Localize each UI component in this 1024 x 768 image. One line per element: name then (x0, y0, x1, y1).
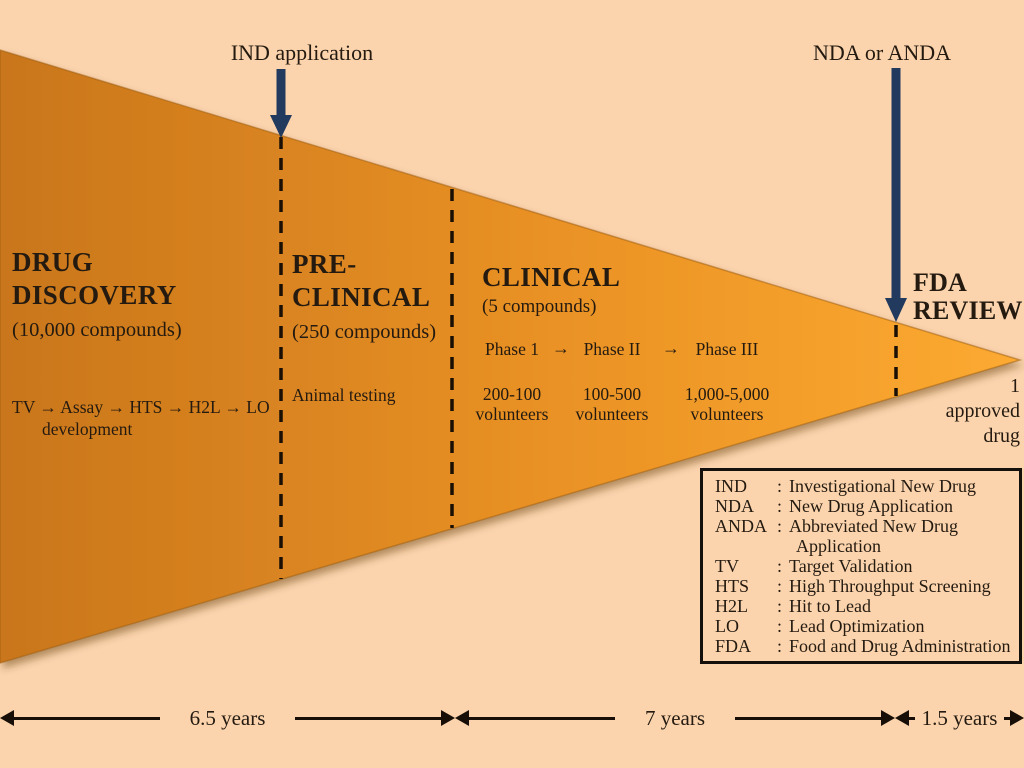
arrowhead-right-icon (881, 710, 895, 726)
arrowhead-right-icon (1010, 710, 1024, 726)
timeline-line (735, 716, 881, 720)
arrowhead-left-icon (895, 710, 909, 726)
timeline-duration: 7 years (644, 705, 706, 730)
approved-drug-outcome: 1 approved drug (945, 375, 1020, 447)
stage-title: DRUG DISCOVERY (12, 247, 177, 310)
stage-title: CLINICAL (482, 262, 621, 292)
phase-1-column: Phase 1 200-100 volunteers (462, 339, 562, 424)
legend-row: NDA: New Drug Application (715, 496, 953, 516)
timeline-duration: 1.5 years (921, 705, 998, 730)
ind-application-label: IND application (230, 40, 374, 65)
legend-row: TV: Target Validation (715, 556, 913, 576)
stage-title: FDA REVIEW (913, 268, 1023, 325)
phase-name: Phase III (695, 339, 759, 359)
timeline-line (909, 716, 915, 720)
stage-clinical: CLINICAL (5 compounds) (482, 262, 722, 318)
discovery-pipeline-steps: TV → Assay → HTS → H2L → LO development (12, 397, 270, 439)
phase-volunteers: 200-100 volunteers (475, 384, 549, 424)
legend-row: H2L: Hit to Lead (715, 596, 871, 616)
timeline-line (1004, 716, 1010, 720)
nda-arrow-icon (885, 68, 907, 322)
stage-preclinical: PRE- CLINICAL (250 compounds) (292, 248, 462, 344)
phase-arrow-icon: → (552, 338, 570, 358)
stage-compound-count: (5 compounds) (482, 296, 597, 317)
timeline-line (469, 716, 615, 720)
stage-title: PRE- CLINICAL (292, 249, 431, 312)
phase-2-column: Phase II 100-500 volunteers (562, 339, 662, 424)
arrowhead-right-icon (441, 710, 455, 726)
legend-row: ANDA: Abbreviated New Drug (715, 516, 958, 536)
animal-testing-note: Animal testing (292, 385, 396, 405)
phase-name: Phase II (583, 339, 641, 359)
arrowhead-left-icon (455, 710, 469, 726)
legend-row: HTS: High Throughput Screening (715, 576, 991, 596)
legend-row: LO: Lead Optimization (715, 616, 925, 636)
abbreviation-legend: IND: Investigational New Drug NDA: New Dru… (700, 468, 1022, 664)
legend-row: FDA: Food and Drug Administration (715, 636, 1011, 656)
timeline-segment-clinical: 7 years (455, 706, 895, 730)
stage-compound-count: (250 compounds) (292, 321, 437, 343)
arrowhead-left-icon (0, 710, 14, 726)
phase-arrow-icon: → (662, 338, 680, 358)
timeline-segment-discovery-preclinical: 6.5 years (0, 706, 455, 730)
stage-compound-count: (10,000 compounds) (12, 319, 182, 341)
legend-row: IND: Investigational New Drug (715, 476, 976, 496)
phase-volunteers: 1,000-5,000 volunteers (684, 384, 770, 424)
phase-3-column: Phase III 1,000-5,000 volunteers (662, 339, 792, 424)
stage-drug-discovery: DRUG DISCOVERY (10,000 compounds) (12, 246, 292, 342)
timeline-line (14, 716, 160, 720)
ind-arrow-icon (270, 69, 292, 138)
timeline-duration: 6.5 years (189, 705, 266, 730)
funnel-triangle (0, 49, 1023, 664)
nda-anda-label: NDA or ANDA (812, 40, 952, 65)
timeline-segment-fda-review: 1.5 years (895, 706, 1024, 730)
timeline-line (295, 716, 441, 720)
legend-row-wrap: Application (796, 536, 881, 556)
phase-volunteers: 100-500 volunteers (575, 384, 649, 424)
stage-fda-review: FDA REVIEW (913, 269, 1024, 325)
phase-name: Phase 1 (485, 339, 539, 359)
